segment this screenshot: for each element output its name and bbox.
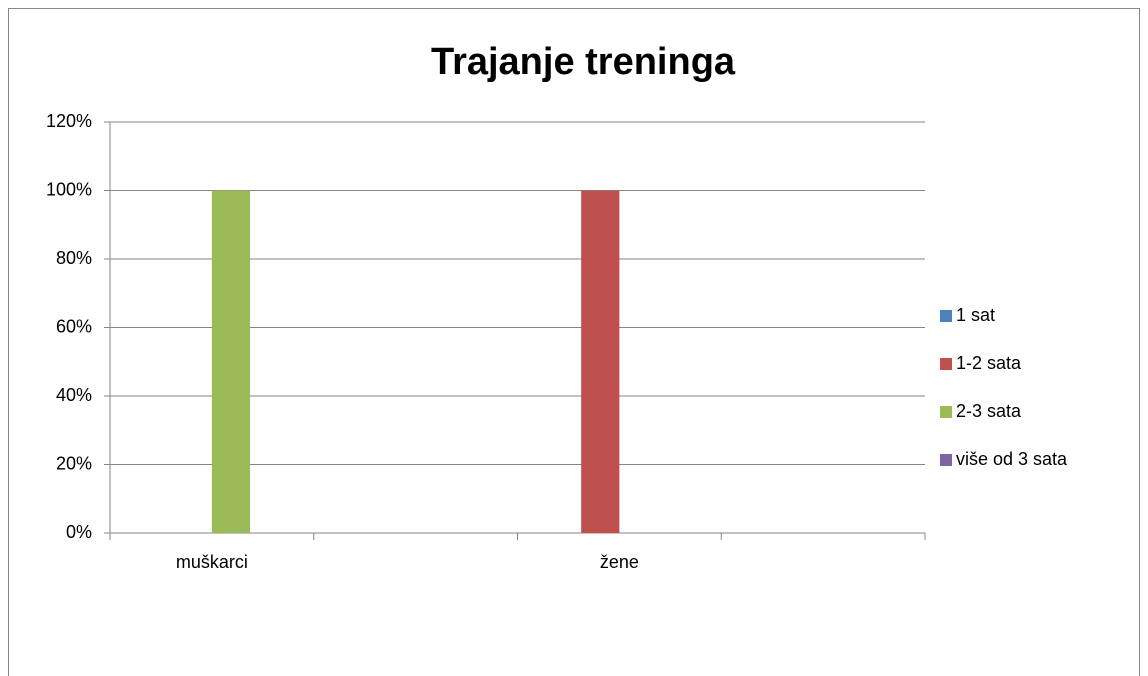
y-tick-label: 40%: [56, 385, 92, 405]
legend-label: 1-2 sata: [956, 353, 1022, 373]
y-tick-label: 100%: [46, 179, 92, 199]
chart-title: Trajanje treninga: [431, 41, 736, 83]
legend-swatch: [940, 454, 952, 466]
y-tick-label: 60%: [56, 316, 92, 336]
legend-label: više od 3 sata: [956, 449, 1068, 469]
legend-swatch: [940, 358, 952, 370]
y-tick-label: 80%: [56, 248, 92, 268]
bar: [211, 190, 251, 533]
y-tick-label: 20%: [56, 453, 92, 473]
y-tick-label: 120%: [46, 111, 92, 131]
x-tick-label: muškarci: [176, 552, 248, 572]
x-tick-label: žene: [600, 552, 639, 572]
chart-frame: [8, 8, 1140, 676]
legend-swatch: [940, 310, 952, 322]
legend-label: 2-3 sata: [956, 401, 1022, 421]
y-tick-label: 0%: [66, 522, 92, 542]
bar: [581, 190, 620, 533]
legend-label: 1 sat: [956, 305, 995, 325]
legend-swatch: [940, 406, 952, 418]
